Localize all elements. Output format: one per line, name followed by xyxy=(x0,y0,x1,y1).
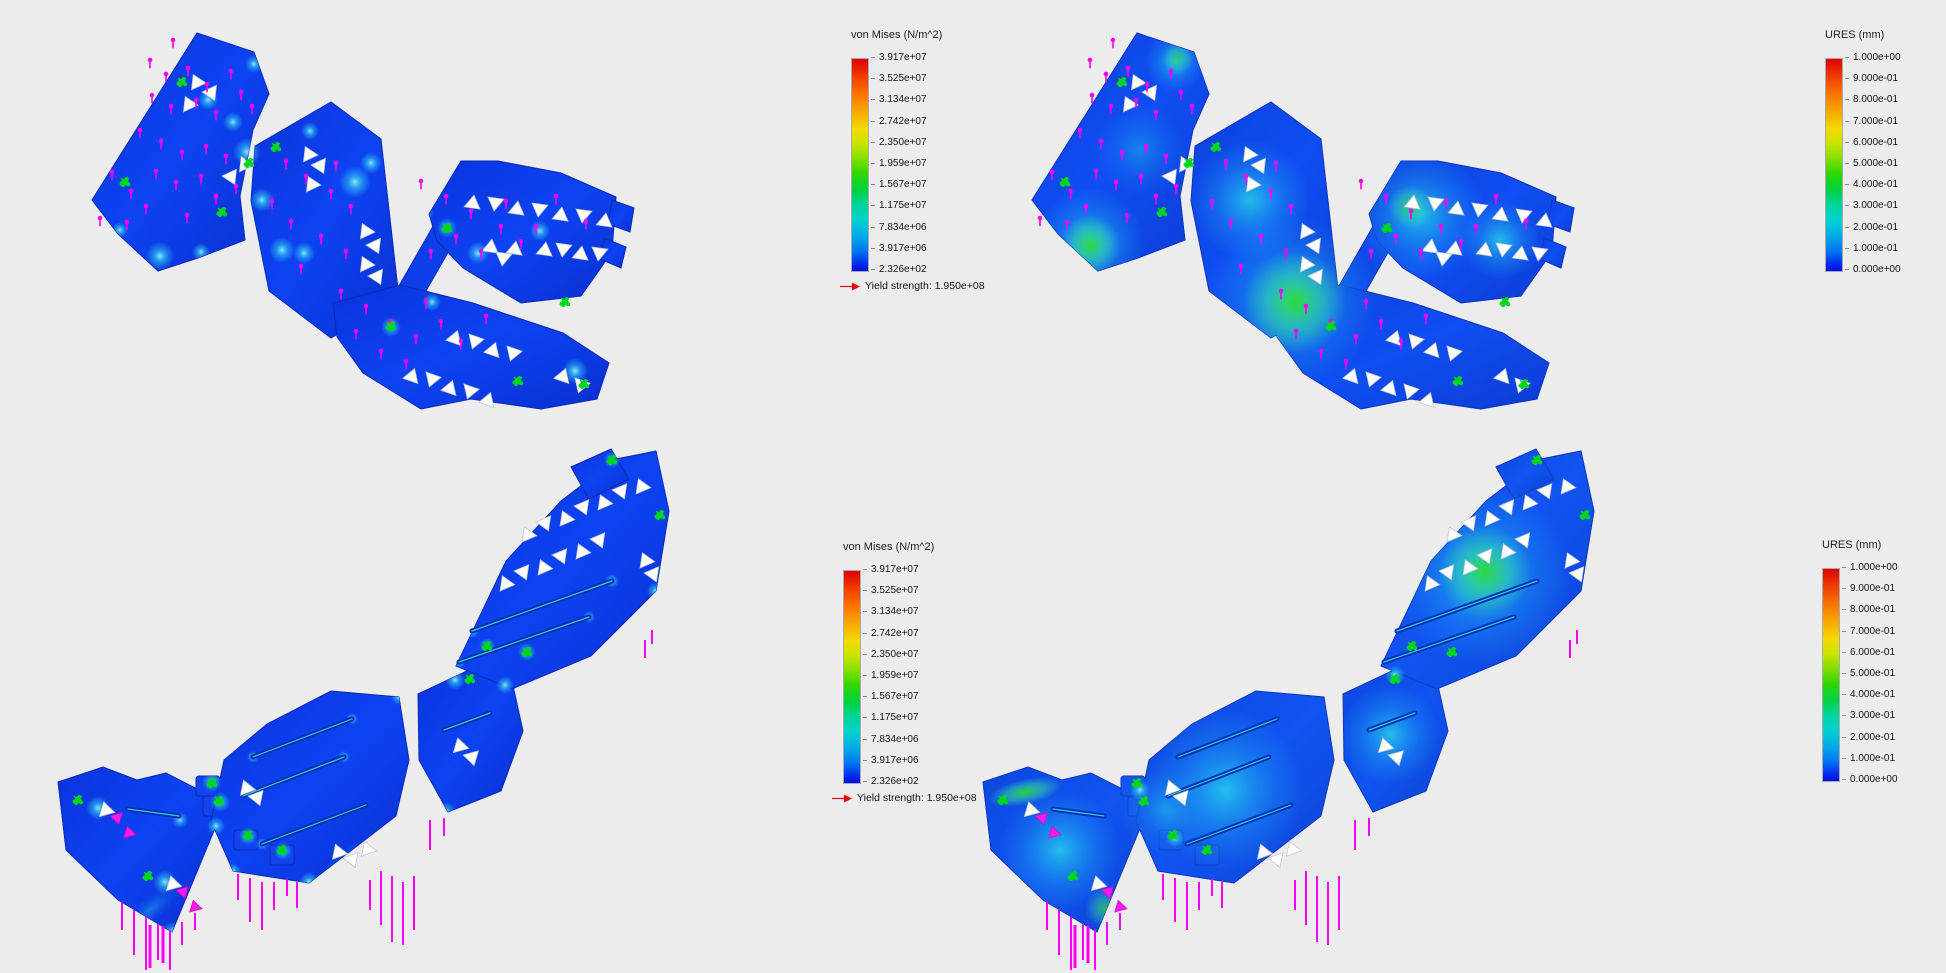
legend-color-bar xyxy=(851,58,869,272)
fea-model-ures-bottom-view xyxy=(982,448,1595,973)
yield-arrow-icon xyxy=(840,282,860,290)
legend-tick-labels: 1.000e+00 9.000e-01 8.000e-01 7.000e-01 … xyxy=(1842,562,1937,785)
legend-tick-labels: 1.000e+00 9.000e-01 8.000e-01 7.000e-01 … xyxy=(1845,52,1940,275)
legend-title: von Mises (N/m^2) xyxy=(843,541,935,553)
legend-title: von Mises (N/m^2) xyxy=(851,29,943,41)
legend-von-mises-bottom: von Mises (N/m^2) 3.917e+07 3.525e+07 3.… xyxy=(832,541,977,804)
legend-color-bar xyxy=(1822,568,1840,782)
displacement-contours xyxy=(983,449,1594,932)
legend-ures-bottom: URES (mm) 1.000e+00 9.000e-01 8.000e-01 … xyxy=(1822,539,1898,785)
legend-ures-top: URES (mm) 1.000e+00 9.000e-01 8.000e-01 … xyxy=(1825,29,1901,275)
legend-title: URES (mm) xyxy=(1822,539,1882,551)
legend-tick-labels: 3.917e+07 3.525e+07 3.134e+07 2.742e+07 … xyxy=(863,564,958,787)
yield-arrow-icon xyxy=(832,794,852,802)
fea-model-von-mises-bottom-view xyxy=(57,448,670,970)
yield-strength-note: Yield strength: 1.950e+08 xyxy=(832,792,977,804)
fea-model-ures-top-view xyxy=(1031,32,1575,410)
legend-von-mises-top: von Mises (N/m^2) 3.917e+07 3.525e+07 3.… xyxy=(840,29,985,292)
displacement-contours xyxy=(1032,33,1574,409)
legend-color-bar xyxy=(843,570,861,784)
legend-title: URES (mm) xyxy=(1825,29,1885,41)
legend-tick-labels: 3.917e+07 3.525e+07 3.134e+07 2.742e+07 … xyxy=(871,52,966,275)
fea-model-von-mises-top-view xyxy=(91,32,635,410)
yield-strength-note: Yield strength: 1.950e+08 xyxy=(840,280,985,292)
legend-color-bar xyxy=(1825,58,1843,272)
